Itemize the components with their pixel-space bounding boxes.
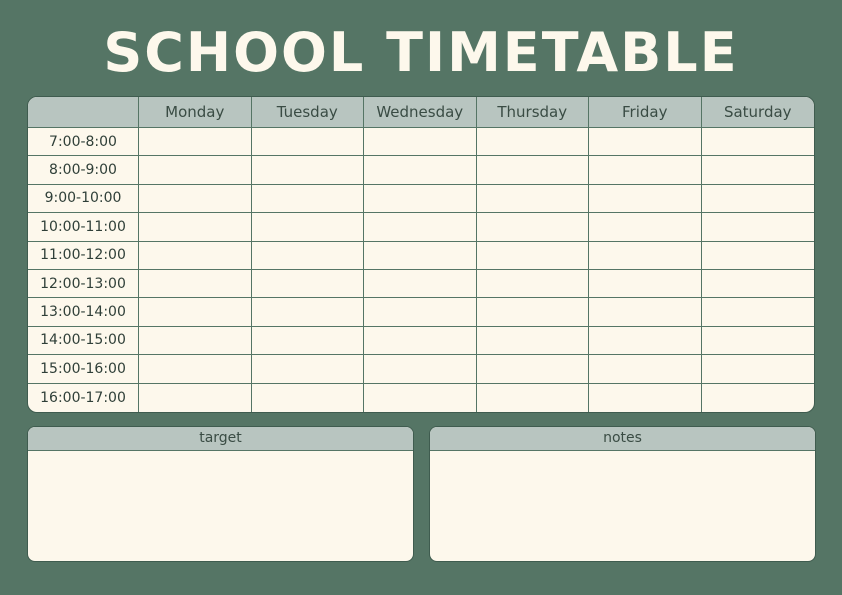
timetable-cell[interactable] [364, 128, 477, 157]
timetable-cell[interactable] [589, 355, 702, 384]
timetable-cell[interactable] [251, 213, 364, 242]
timetable-cell[interactable] [476, 269, 589, 299]
timetable-cell[interactable] [701, 185, 814, 214]
target-area[interactable] [28, 451, 413, 561]
timetable-cell[interactable] [476, 184, 589, 214]
timetable-cell[interactable] [589, 383, 702, 412]
time-slot-label: 10:00-11:00 [28, 213, 139, 242]
timetable-cell[interactable] [701, 242, 814, 270]
timetable-cell[interactable] [251, 269, 364, 299]
notes-header: notes [430, 427, 815, 451]
timetable-cell[interactable] [139, 128, 252, 157]
time-slot-label: 9:00-10:00 [28, 184, 139, 214]
timetable-cell[interactable] [364, 383, 477, 412]
timetable-cell[interactable] [476, 326, 589, 356]
timetable-cell[interactable] [476, 355, 589, 384]
notes-area[interactable] [430, 451, 815, 561]
time-slot-label: 8:00-9:00 [28, 156, 139, 185]
timetable-cell[interactable] [701, 270, 814, 299]
timetable-cell[interactable] [476, 298, 589, 327]
time-slot-label: 14:00-15:00 [28, 326, 139, 356]
day-header-monday: Monday [139, 97, 252, 128]
timetable-cell[interactable] [139, 156, 252, 185]
timetable-cell[interactable] [364, 213, 477, 242]
time-slot-label: 15:00-16:00 [28, 355, 139, 384]
timetable-cell[interactable] [139, 241, 252, 270]
timetable-cell[interactable] [252, 383, 364, 412]
timetable-cell[interactable] [139, 213, 252, 242]
timetable-cell[interactable] [477, 383, 589, 412]
notes-panel: notes [429, 426, 816, 562]
timetable-cell[interactable] [476, 128, 589, 157]
timetable-cell[interactable] [589, 184, 702, 214]
time-slot-label: 12:00-13:00 [28, 269, 139, 299]
timetable-cell[interactable] [589, 213, 702, 242]
timetable-cell[interactable] [251, 241, 364, 270]
timetable-cell[interactable] [701, 156, 814, 185]
timetable-grid: Monday Tuesday Wednesday Thursday Friday Satu… [28, 97, 814, 412]
day-header-tuesday: Tuesday [251, 97, 364, 128]
timetable-cell[interactable] [251, 298, 364, 327]
day-header-saturday: Saturday [701, 97, 814, 128]
timetable-cell[interactable] [364, 241, 477, 270]
timetable-cell[interactable] [139, 269, 252, 299]
time-slot-label: 7:00-8:00 [28, 128, 139, 157]
timetable: Monday Tuesday Wednesday Thursday Friday Satu… [27, 96, 815, 413]
timetable-cell[interactable] [589, 128, 702, 157]
timetable-cell[interactable] [701, 298, 814, 327]
timetable-cell[interactable] [589, 241, 702, 270]
time-slot-label: 11:00-12:00 [28, 241, 139, 270]
timetable-cell[interactable] [364, 326, 477, 356]
timetable-cell[interactable] [251, 355, 364, 384]
timetable-cell[interactable] [251, 156, 364, 185]
timetable-cell[interactable] [364, 269, 477, 299]
timetable-cell[interactable] [251, 326, 364, 356]
page-title: SCHOOL TIMETABLE [103, 21, 739, 84]
timetable-cell[interactable] [701, 128, 814, 157]
corner-header-cell [28, 97, 139, 128]
timetable-cell[interactable] [589, 269, 702, 299]
target-header: target [28, 427, 413, 451]
timetable-cell[interactable] [139, 326, 252, 356]
timetable-cell[interactable] [364, 355, 477, 384]
timetable-cell[interactable] [251, 128, 364, 157]
timetable-cell[interactable] [702, 384, 815, 412]
timetable-cell[interactable] [701, 327, 814, 356]
timetable-cell[interactable] [364, 184, 477, 214]
day-header-thursday: Thursday [476, 97, 589, 128]
timetable-cell[interactable] [251, 184, 364, 214]
timetable-cell[interactable] [139, 184, 252, 214]
target-panel: target [27, 426, 414, 562]
timetable-cell[interactable] [139, 383, 252, 412]
timetable-cell[interactable] [476, 156, 589, 185]
day-header-friday: Friday [589, 97, 702, 128]
timetable-cell[interactable] [476, 213, 589, 242]
timetable-cell[interactable] [589, 326, 702, 356]
time-slot-label: 13:00-14:00 [28, 298, 139, 327]
timetable-cell[interactable] [139, 298, 252, 327]
timetable-cell[interactable] [139, 355, 252, 384]
timetable-cell[interactable] [364, 156, 477, 185]
timetable-cell[interactable] [701, 213, 814, 242]
timetable-cell[interactable] [589, 156, 702, 185]
timetable-cell[interactable] [476, 241, 589, 270]
timetable-cell[interactable] [364, 298, 477, 327]
day-header-wednesday: Wednesday [364, 97, 477, 128]
timetable-cell[interactable] [589, 298, 702, 327]
timetable-cell[interactable] [701, 355, 814, 384]
time-slot-label: 16:00-17:00 [28, 383, 139, 412]
